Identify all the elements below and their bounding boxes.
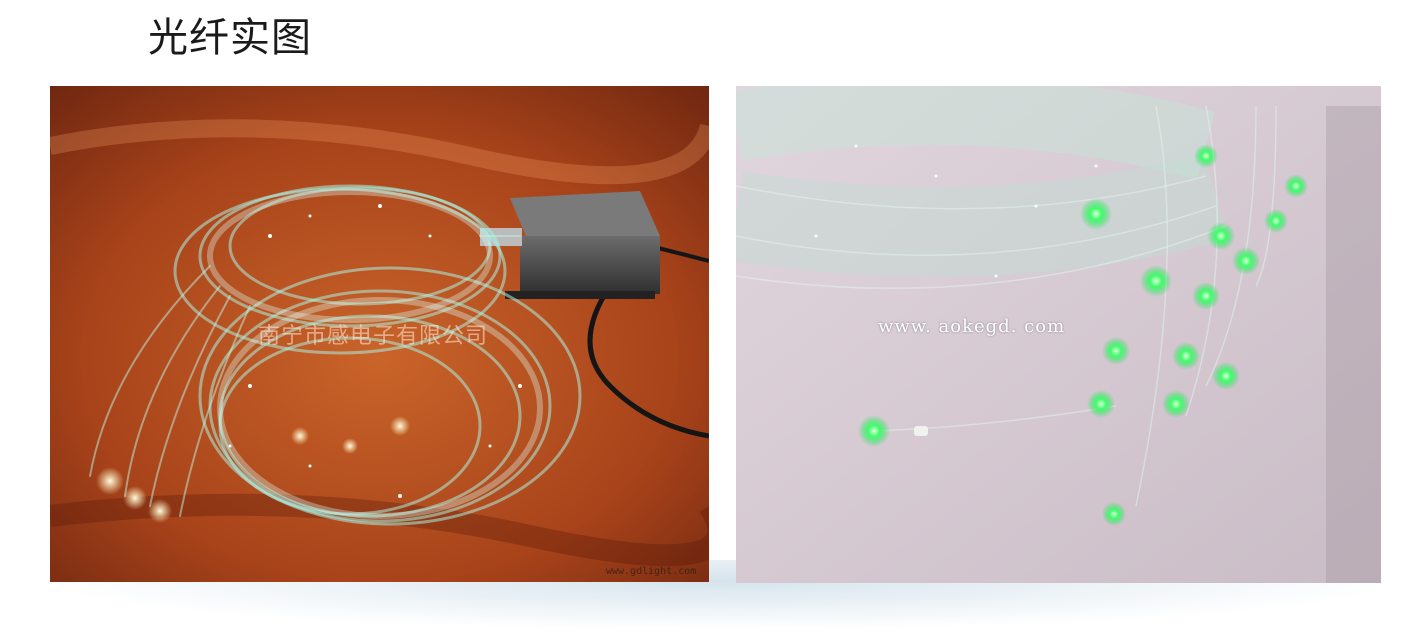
watermark-url-left: www.gdlight.com: [606, 566, 697, 577]
watermark-url-right: www. aokegd. com: [878, 316, 1066, 337]
page-title: 光纤实图: [148, 15, 312, 61]
green-glow-tips: [858, 144, 1308, 526]
fiber-bundle: [89, 184, 582, 526]
green-fiber-illustration: [736, 86, 1381, 583]
fiber-coils-photo: 南宁市感电子有限公司 www.gdlight.com: [50, 86, 709, 582]
green-fiber-tips-photo: www. aokegd. com: [736, 86, 1381, 583]
watermark-company: 南宁市感电子有限公司: [258, 324, 489, 349]
fiber-sparkles: [228, 204, 522, 498]
illuminator-box: [480, 191, 660, 299]
fiber-coils-illustration: [50, 86, 709, 582]
